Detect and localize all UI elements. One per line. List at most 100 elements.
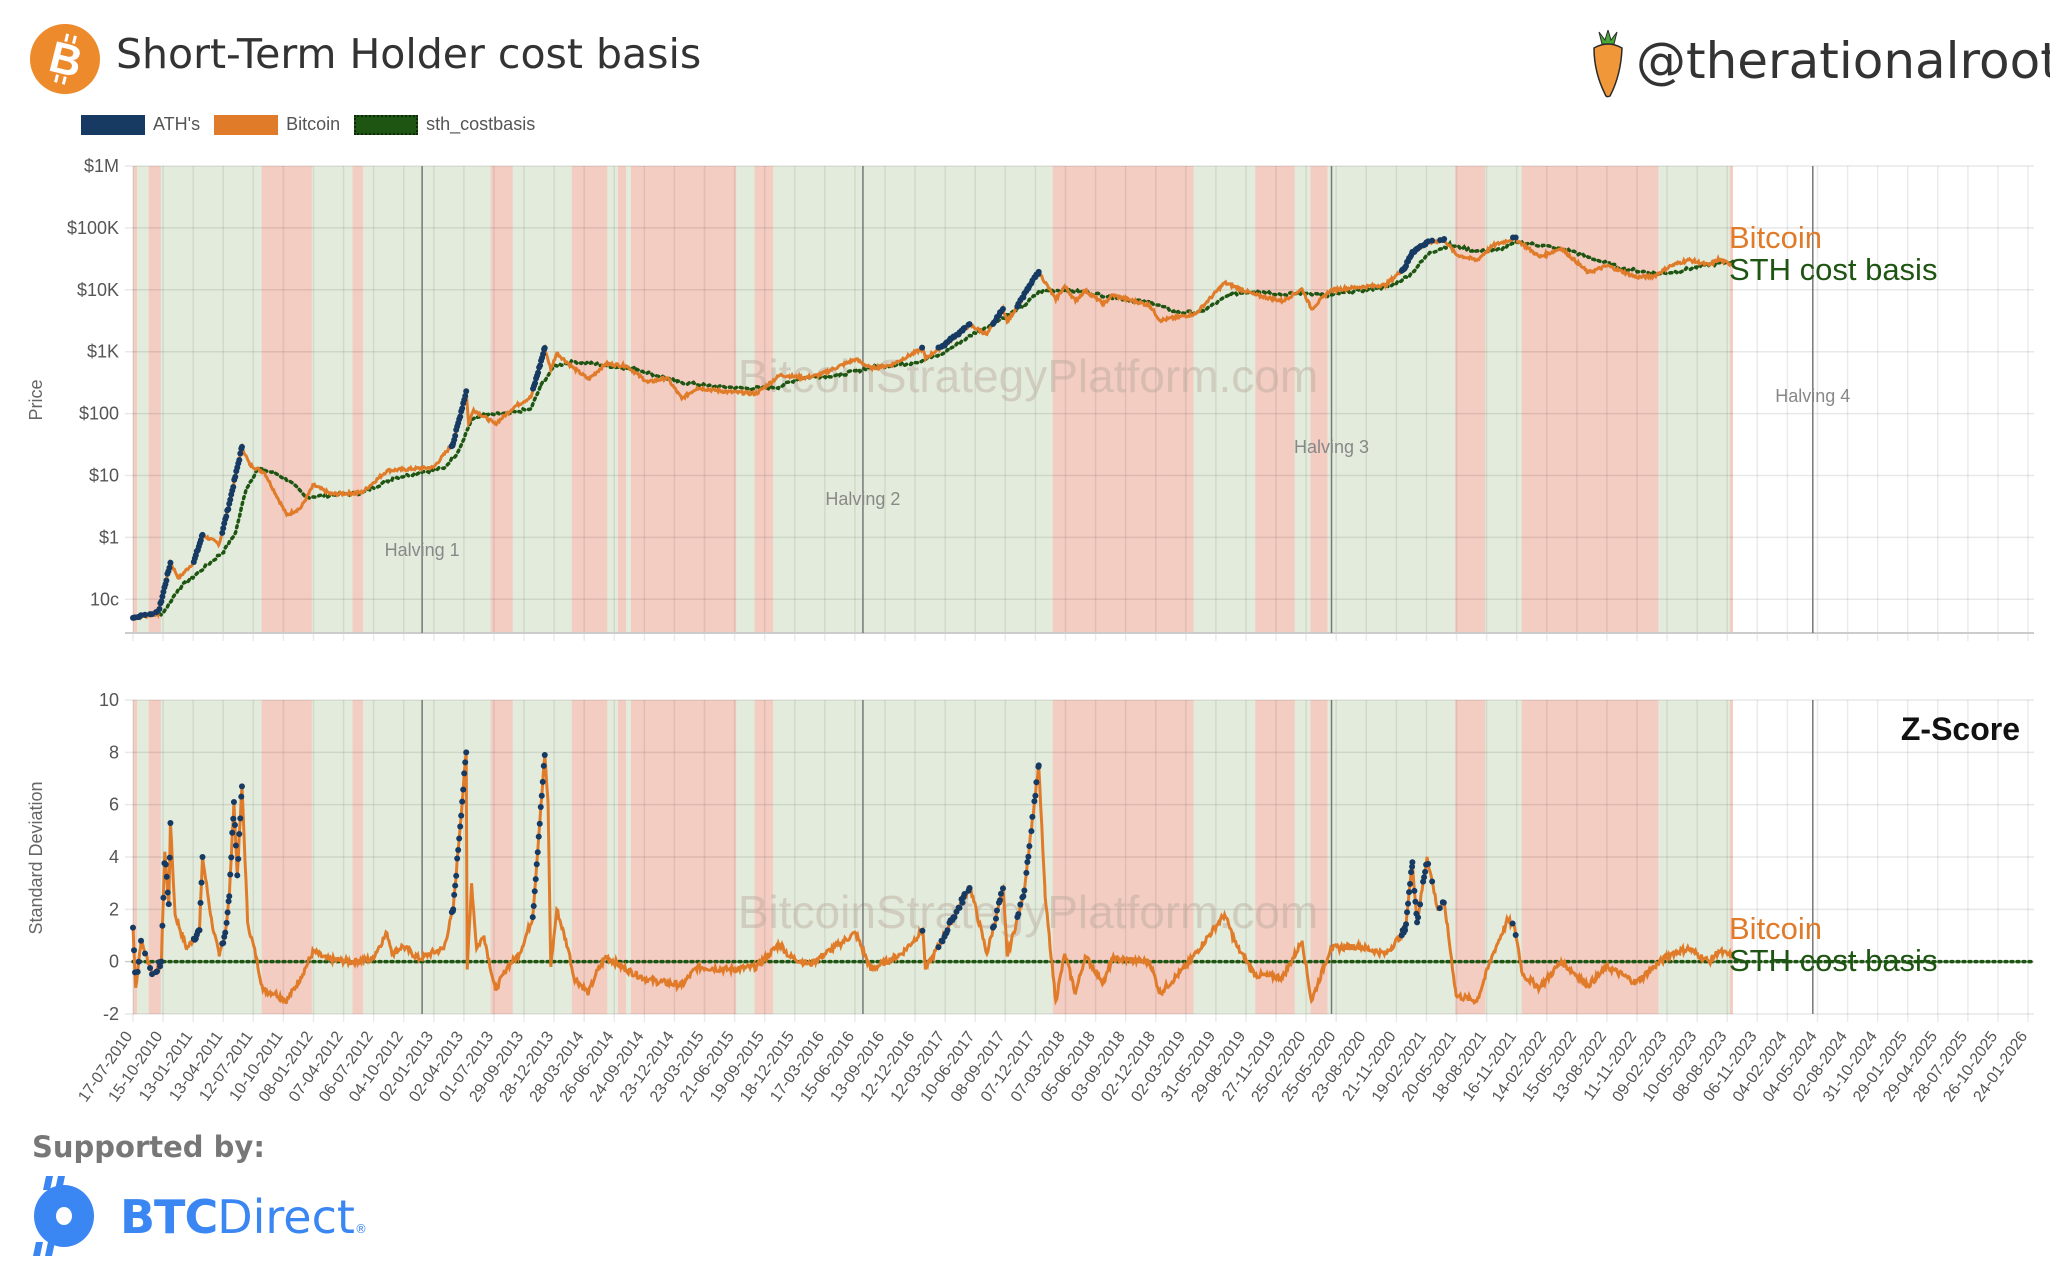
region-red (754, 166, 774, 633)
ath-marker-zscore (990, 923, 997, 930)
ath-marker-zscore (135, 958, 142, 965)
halving-label: Halving 4 (1775, 386, 1850, 406)
ath-marker (225, 506, 232, 513)
ath-marker (156, 606, 163, 613)
ath-marker-zscore (229, 829, 236, 836)
ath-marker-zscore (951, 914, 958, 921)
y-axis-title-stddev: Standard Deviation (26, 781, 46, 934)
ath-marker (540, 351, 547, 358)
ath-marker-zscore (1422, 868, 1429, 875)
ath-marker-zscore (157, 963, 164, 970)
ath-marker-zscore (167, 819, 174, 826)
ath-marker-zscore (159, 922, 166, 929)
ath-marker (167, 559, 174, 566)
ath-marker-zscore (533, 861, 540, 868)
ath-marker-zscore (236, 830, 243, 837)
ath-marker (459, 405, 466, 412)
bitcoin-price-line (132, 235, 1735, 621)
ath-marker (537, 362, 544, 369)
ath-marker-zscore (227, 871, 234, 878)
region-red (1455, 166, 1486, 633)
chart-area: BitcoinStrategyPlatform.com BitcoinStrat… (26, 156, 2036, 1105)
ath-marker-zscore (197, 899, 204, 906)
y-tick-label-price: $100K (67, 218, 119, 238)
ath-marker-zscore (530, 902, 537, 909)
ath-marker-zscore (220, 940, 227, 947)
ath-marker-zscore (234, 872, 241, 879)
ath-marker-zscore (539, 778, 546, 785)
ath-marker-zscore (966, 885, 973, 892)
ath-marker (199, 531, 206, 538)
btcdirect-wordmark[interactable]: BTCDirect® (120, 1190, 367, 1244)
legend-swatch-bitcoin (214, 114, 279, 135)
ath-marker-zscore (162, 861, 169, 868)
ath-marker-zscore (451, 891, 458, 898)
ath-marker-zscore (999, 885, 1006, 892)
ath-marker (158, 598, 165, 605)
legend-label-ath: ATH's (153, 114, 201, 134)
ath-marker-zscore (452, 882, 459, 889)
region-red (1052, 166, 1194, 633)
ath-marker-zscore (458, 812, 465, 819)
ath-marker-zscore (457, 823, 464, 830)
ath-marker (966, 321, 973, 328)
ath-marker (457, 413, 464, 420)
ath-marker (232, 473, 239, 480)
ath-marker (961, 324, 968, 331)
ath-marker-zscore (992, 915, 999, 922)
ath-marker-zscore (1512, 932, 1519, 939)
ath-marker-zscore (1440, 899, 1447, 906)
ath-marker-zscore (1405, 900, 1412, 907)
y-tick-label-price: $1K (87, 342, 119, 362)
y-axis-title-price: Price (26, 379, 46, 420)
ath-marker-zscore (453, 872, 460, 879)
ath-marker (223, 513, 230, 520)
ath-marker-zscore (1436, 905, 1443, 912)
ath-marker-zscore (130, 924, 136, 931)
legend-label-sth: sth_costbasis (426, 114, 536, 134)
ath-marker (463, 388, 470, 395)
legend-item-ath[interactable]: ATH's (81, 114, 200, 135)
ath-marker-zscore (1417, 901, 1424, 908)
ath-marker-zscore (225, 898, 232, 905)
legend-item-bitcoin[interactable]: Bitcoin (214, 114, 340, 135)
ath-marker-zscore (1033, 779, 1040, 786)
ath-marker-zscore (1425, 860, 1432, 867)
ath-marker-zscore (935, 944, 942, 951)
ath-marker-zscore (142, 950, 149, 957)
registered-mark: ® (354, 1222, 367, 1236)
ath-marker-zscore (997, 890, 1004, 897)
ath-marker-zscore (961, 890, 968, 897)
ath-marker-zscore (158, 958, 165, 965)
region-red (1729, 700, 1733, 1014)
ath-marker-zscore (462, 759, 469, 766)
ath-marker-zscore (1026, 843, 1033, 850)
ath-marker-zscore (1031, 798, 1038, 805)
ath-marker (452, 432, 459, 439)
ath-marker-zscore (224, 909, 231, 916)
ath-marker-zscore (1414, 919, 1421, 926)
region-red (148, 166, 161, 633)
legend-item-sth[interactable]: sth_costbasis (354, 114, 535, 135)
ath-marker (160, 588, 167, 595)
btcdirect-bold: BTC (120, 1190, 218, 1244)
ath-marker-zscore (223, 919, 230, 926)
legend: ATH's Bitcoin sth_costbasis (81, 114, 535, 135)
ath-marker-zscore (166, 854, 173, 861)
ath-marker (535, 369, 542, 376)
ath-marker (1035, 268, 1042, 275)
ath-marker-zscore (231, 821, 238, 828)
ath-marker (219, 529, 226, 536)
bitcoin-zscore-line (131, 752, 1735, 1006)
ath-marker-zscore (238, 783, 245, 790)
ath-marker (919, 344, 926, 351)
y-tick-label-zscore: 8 (109, 742, 119, 762)
legend-swatch-sth (354, 114, 419, 135)
ath-marker-zscore (1029, 813, 1036, 820)
region-red (133, 166, 138, 633)
y-tick-label-price: $1 (99, 527, 119, 547)
watermark-bottom: BitcoinStrategyPlatform.com (738, 886, 1318, 938)
ath-marker (999, 305, 1006, 312)
y-tick-label-zscore: 0 (109, 952, 119, 972)
ath-marker-zscore (956, 904, 963, 911)
